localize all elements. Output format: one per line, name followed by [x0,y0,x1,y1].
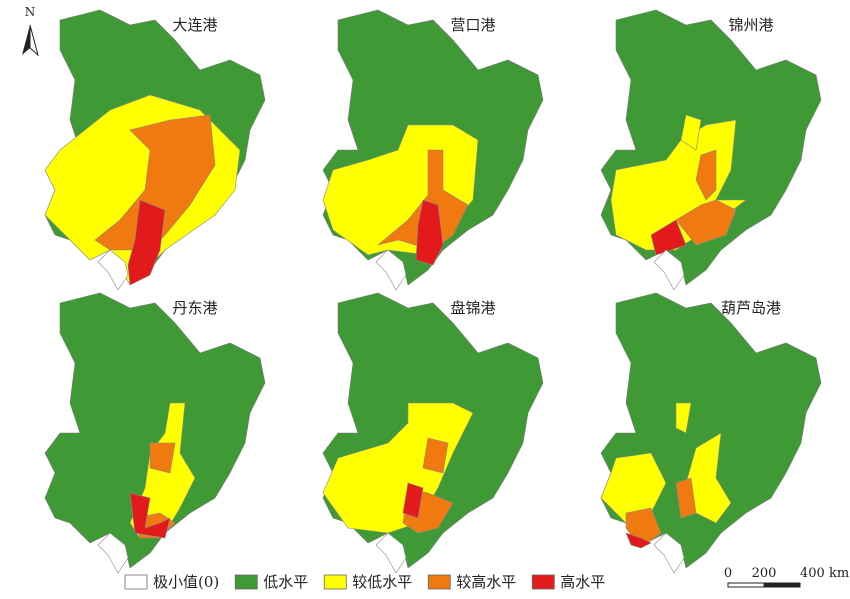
region [695,149,717,201]
legend-label: 较高水平 [456,573,516,591]
scale-bar [727,582,801,588]
region [129,492,171,539]
legend-swatch [124,574,148,590]
legend-swatch [234,574,258,590]
legend-label: 高水平 [560,573,605,591]
region [127,199,166,286]
map-panel: 丹东港 [44,292,266,574]
panel-title: 大连港 [172,16,217,34]
region [675,402,692,434]
legend-swatch [323,574,347,590]
north-arrow [22,24,39,57]
region [402,482,424,519]
region [322,402,474,534]
scale-label: 400 km [800,566,849,581]
region [422,437,449,474]
legend-swatch [531,574,555,590]
region [680,114,702,151]
map-panel: 锦州港 [600,9,822,291]
region [149,442,176,474]
map-panel: 营口港 [322,9,544,291]
region [415,199,444,266]
region [625,532,652,549]
legend-label: 低水平 [263,573,308,591]
map-panel: 葫芦岛港 [600,292,822,574]
north-label: N [25,5,36,19]
region [675,477,697,519]
panel-title: 盘锦港 [450,299,495,317]
scale-label: 200 [752,566,777,581]
legend-swatch [427,574,451,590]
panel-title: 葫芦岛港 [721,299,781,317]
region [650,219,687,256]
panel-title: 丹东港 [172,299,217,317]
panel-title: 锦州港 [728,16,773,34]
region [675,199,737,246]
legend-label: 极小值(0) [153,573,219,591]
map-panel: 盘锦港 [322,292,544,574]
legend-label: 较低水平 [352,573,412,591]
scale-label: 0 [724,566,732,581]
panel-title: 营口港 [450,16,495,34]
map-panel: 大连港 [44,9,266,291]
